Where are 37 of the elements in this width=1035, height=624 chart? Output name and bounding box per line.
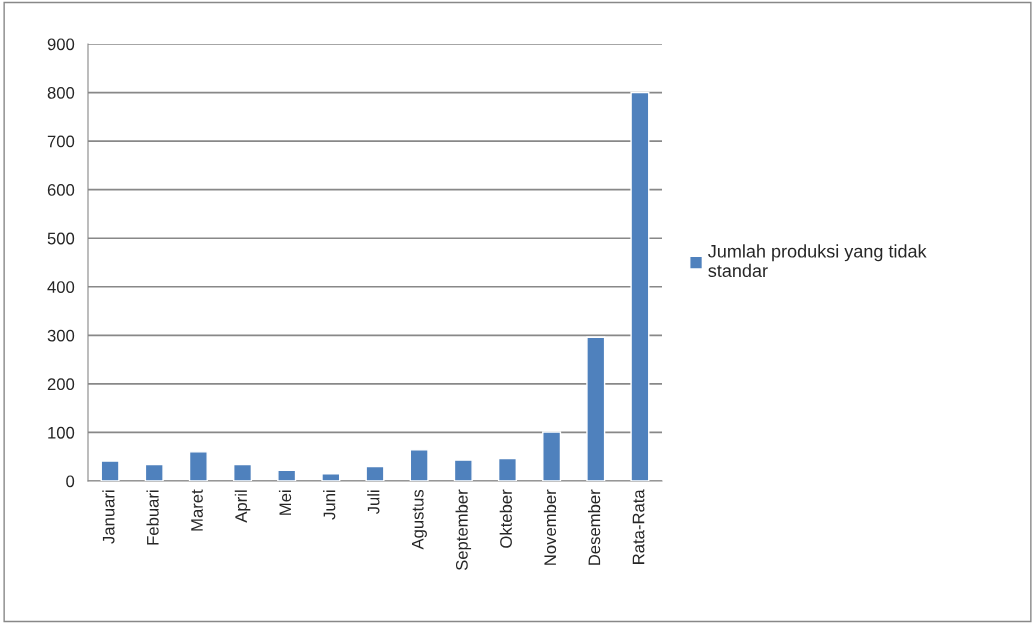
y-tick-label: 600 — [47, 184, 75, 196]
y-tick-label: 400 — [47, 281, 75, 293]
legend-label: Jumlah produksi yang tidak standar — [708, 244, 927, 278]
x-tick-label: Juni — [323, 490, 336, 520]
x-tick-label: November — [543, 489, 557, 565]
bar — [188, 451, 208, 481]
y-tick-label: 500 — [47, 232, 75, 245]
bar — [321, 473, 341, 481]
x-tick-label: Juli — [367, 490, 380, 515]
x-tick-label: Rata-Rata — [632, 489, 645, 564]
y-tick-label: 0 — [66, 475, 75, 488]
bar — [144, 463, 164, 481]
x-tick-label: Okteber — [499, 489, 512, 548]
bar — [453, 459, 473, 481]
bar — [277, 469, 297, 481]
bar — [542, 431, 562, 481]
y-tick-label: 100 — [48, 426, 75, 439]
bar — [586, 336, 606, 481]
bar — [365, 465, 385, 481]
y-tick-label: 300 — [47, 329, 75, 342]
x-tick-label: Febuari — [146, 490, 159, 545]
y-tick-label: 800 — [47, 86, 75, 99]
x-tick-label: Mei — [278, 490, 292, 515]
x-tick-label: Maret — [191, 489, 203, 531]
bar — [409, 449, 429, 481]
y-tick-label: 900 — [47, 38, 75, 51]
y-tick-label: 700 — [47, 135, 75, 148]
y-tick-label: 200 — [47, 378, 75, 391]
bar — [497, 457, 517, 481]
x-tick-label: Agustus — [412, 489, 427, 550]
x-tick-label: Desember — [588, 489, 601, 565]
x-tick-label: April — [234, 490, 251, 523]
bar — [233, 463, 253, 481]
x-tick-label: Januari — [102, 490, 115, 544]
bar — [100, 460, 120, 481]
bar — [630, 91, 650, 481]
x-tick-label: September — [455, 489, 472, 571]
